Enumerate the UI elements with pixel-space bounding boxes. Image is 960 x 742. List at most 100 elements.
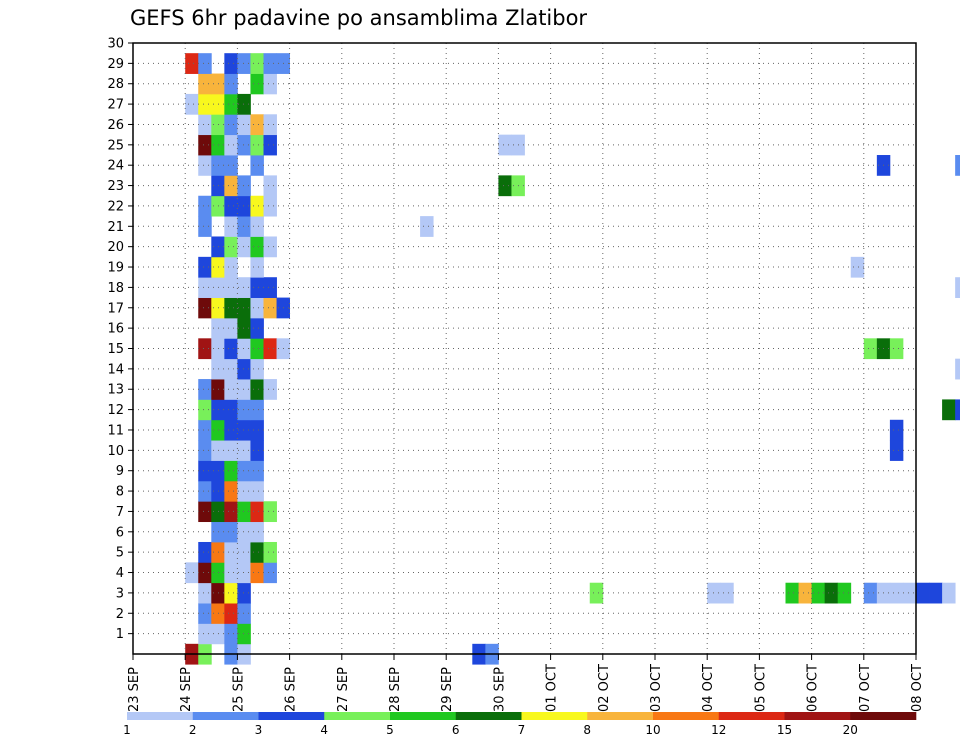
heatmap-cell xyxy=(250,216,264,237)
heatmap-cell xyxy=(250,317,264,339)
y-tick-label: 15 xyxy=(107,342,124,357)
heatmap-cell xyxy=(250,379,264,400)
y-tick-label: 2 xyxy=(116,607,124,622)
x-tick-label: 28 SEP xyxy=(388,667,403,712)
y-tick-label: 7 xyxy=(116,505,124,520)
colorbar-label: 15 xyxy=(777,723,792,737)
heatmap-cell xyxy=(263,236,277,258)
y-tick-label: 24 xyxy=(107,159,124,174)
heatmap-cell xyxy=(224,582,238,604)
heatmap-cell xyxy=(237,419,251,441)
heatmap-cell xyxy=(198,53,212,74)
heatmap-cell xyxy=(250,480,264,502)
x-tick-label: 03 OCT xyxy=(649,664,664,712)
colorbar-label: 3 xyxy=(255,723,263,737)
heatmap-cell xyxy=(237,175,251,197)
heatmap-cell xyxy=(237,216,251,237)
heatmap-cell xyxy=(237,399,251,421)
heatmap-cell xyxy=(198,134,212,156)
colorbar-swatch xyxy=(455,712,522,720)
colorbar-label: 8 xyxy=(583,723,591,737)
heatmap-cell xyxy=(224,297,238,319)
heatmap-cell xyxy=(224,338,238,360)
x-tick-label: 08 OCT xyxy=(910,664,925,712)
heatmap-cell xyxy=(916,582,930,604)
heatmap-cell xyxy=(224,317,238,339)
heatmap-cell xyxy=(224,277,238,298)
heatmap-cell xyxy=(198,623,212,645)
y-tick-label: 22 xyxy=(107,199,124,214)
colorbar-swatch xyxy=(718,712,785,720)
heatmap-cell xyxy=(224,541,238,563)
heatmap-cell xyxy=(224,53,238,74)
x-tick-label: 24 SEP xyxy=(179,667,194,712)
colorbar-label: 1 xyxy=(123,723,131,737)
y-tick-label: 5 xyxy=(116,546,124,561)
heatmap-cell xyxy=(237,297,251,319)
heatmap-cell xyxy=(237,603,251,624)
colorbar-label: 7 xyxy=(518,723,526,737)
heatmap-cell xyxy=(237,440,251,461)
y-tick-label: 16 xyxy=(107,322,124,337)
heatmap-cell xyxy=(237,582,251,604)
heatmap-cell xyxy=(263,562,277,584)
heatmap-cell xyxy=(224,93,238,115)
y-tick-label: 9 xyxy=(116,464,124,479)
heatmap-cell xyxy=(237,317,251,339)
heatmap-cell xyxy=(263,114,277,136)
heatmap-cell xyxy=(224,399,238,421)
heatmap-cell xyxy=(237,358,251,380)
heatmap-cell xyxy=(863,582,878,604)
heatmap-cell xyxy=(263,53,277,74)
heatmap-cell xyxy=(198,562,212,584)
heatmap-cell xyxy=(942,399,956,421)
heatmap-cell xyxy=(250,358,264,380)
heatmap-cell xyxy=(263,134,277,156)
heatmap-cell xyxy=(837,582,852,604)
heatmap-cell xyxy=(955,399,960,421)
heatmap-cell xyxy=(237,277,251,298)
heatmap-cell xyxy=(250,501,264,523)
heatmap-cell xyxy=(198,582,212,604)
heatmap-cell xyxy=(198,419,212,441)
heatmap-cell xyxy=(185,562,199,584)
y-tick-label: 18 xyxy=(107,281,124,296)
y-tick-label: 20 xyxy=(107,240,124,255)
heatmap-cell xyxy=(824,582,839,604)
colorbar-swatch xyxy=(258,712,325,720)
heatmap-cell xyxy=(198,541,212,563)
y-tick-label: 29 xyxy=(107,57,124,72)
colorbar-swatch xyxy=(521,712,588,720)
heatmap-cell xyxy=(237,460,251,482)
heatmap-cell xyxy=(224,256,238,278)
heatmap-cell xyxy=(250,521,264,543)
heatmap-cell xyxy=(198,501,212,523)
heatmap-cell xyxy=(263,195,277,217)
y-tick-label: 8 xyxy=(116,485,124,500)
y-tick-label: 21 xyxy=(107,220,124,235)
heatmap-cell xyxy=(250,297,264,319)
heatmap-cell xyxy=(250,541,264,563)
x-tick-label: 06 OCT xyxy=(806,664,821,712)
heatmap-cell xyxy=(237,480,251,502)
x-tick-label: 26 SEP xyxy=(284,667,299,712)
heatmap-cell xyxy=(237,521,251,543)
heatmap-cell xyxy=(250,53,264,74)
heatmap-cell xyxy=(250,73,264,95)
heatmap-cell xyxy=(250,460,264,482)
heatmap-cell xyxy=(198,440,212,461)
colorbar-swatch xyxy=(192,712,259,720)
colorbar-label: 6 xyxy=(452,723,460,737)
heatmap-cell xyxy=(198,399,212,421)
heatmap-cell xyxy=(263,175,277,197)
heatmap-cell xyxy=(850,256,865,278)
heatmap-cell xyxy=(250,419,264,441)
heatmap-cell xyxy=(889,582,904,604)
heatmap-cell xyxy=(185,93,199,115)
y-tick-label: 12 xyxy=(107,403,124,418)
heatmap-cell xyxy=(498,134,512,156)
heatmap-cell xyxy=(250,236,264,258)
heatmap-cell xyxy=(224,460,238,482)
y-tick-label: 6 xyxy=(116,525,124,540)
heatmap-cell xyxy=(263,379,277,400)
